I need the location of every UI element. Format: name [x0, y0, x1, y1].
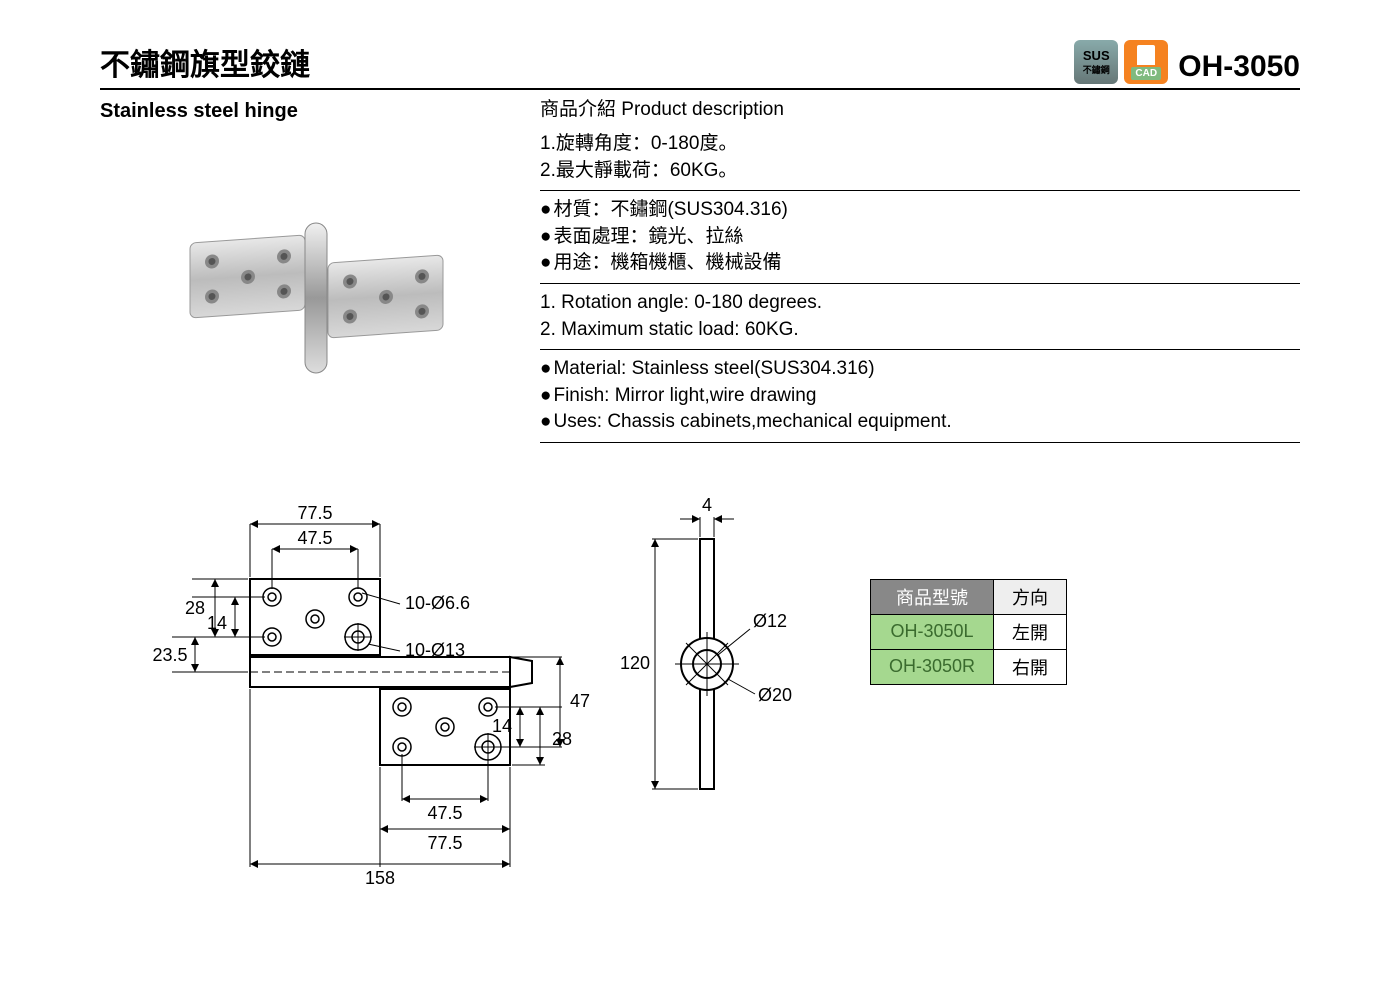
header: 不鏽鋼旗型鉸鏈 SUS 不鏽鋼 CAD OH-3050 — [100, 40, 1300, 90]
en-line-1: 1. Rotation angle: 0-180 degrees. — [540, 290, 1300, 317]
sus-badge-line2: 不鏽鋼 — [1083, 63, 1110, 76]
sus-badge-icon: SUS 不鏽鋼 — [1074, 40, 1118, 84]
document-icon — [1137, 45, 1155, 65]
spec-table: 商品型號 方向 OH-3050L 左開 OH-3050R 右開 — [870, 579, 1067, 685]
en-bullet-3: Uses: Chassis cabinets,mechanical equipm… — [540, 409, 1300, 436]
dim-left-mid: 14 — [207, 613, 227, 633]
dim-height: 120 — [620, 653, 650, 673]
cn-line-1: 1.旋轉角度：0-180度。 — [540, 131, 1300, 158]
en-bullet-1: Material: Stainless steel(SUS304.316) — [540, 356, 1300, 383]
dim-right-total: 47 — [570, 691, 590, 711]
right-column: 商品介紹 Product description 1.旋轉角度：0-180度。 … — [540, 94, 1300, 449]
table-row: OH-3050L 左開 — [871, 614, 1067, 649]
cad-badge-label: CAD — [1131, 67, 1161, 80]
technical-diagrams: 77.5 47.5 28 14 23.5 10-Ø6.6 — [100, 469, 1300, 899]
divider — [540, 442, 1300, 443]
divider — [540, 283, 1300, 284]
left-column: Stainless steel hinge — [100, 94, 540, 449]
table-row: OH-3050R 右開 — [871, 649, 1067, 684]
dim-bottom-inner: 47.5 — [427, 803, 462, 823]
description-title: 商品介紹 Product description — [540, 94, 1300, 121]
product-code: OH-3050 — [1178, 50, 1300, 84]
dim-top-inner: 47.5 — [297, 528, 332, 548]
td-direction: 右開 — [994, 649, 1067, 684]
dim-right-sub: 28 — [552, 729, 572, 749]
divider — [540, 190, 1300, 191]
en-bullet-2: Finish: Mirror light,wire drawing — [540, 383, 1300, 410]
product-photo — [140, 203, 540, 398]
cn-bullet-2: 表面處理：鏡光、拉絲 — [540, 224, 1300, 251]
title-english: Stainless steel hinge — [100, 100, 540, 123]
dim-left-lower: 23.5 — [152, 645, 187, 665]
dim-hole-small: 10-Ø6.6 — [405, 593, 470, 613]
cn-bullet-1: 材質：不鏽鋼(SUS304.316) — [540, 197, 1300, 224]
th-direction: 方向 — [994, 579, 1067, 614]
table-header-row: 商品型號 方向 — [871, 579, 1067, 614]
dim-d-inner: Ø12 — [753, 611, 787, 631]
cn-bullet-3: 用途：機箱機櫃、機械設備 — [540, 250, 1300, 277]
badges: SUS 不鏽鋼 CAD — [1074, 40, 1168, 84]
dim-right-small: 14 — [492, 716, 512, 736]
title-chinese: 不鏽鋼旗型鉸鏈 — [100, 40, 1074, 84]
dim-left-upper: 28 — [185, 598, 205, 618]
divider — [540, 349, 1300, 350]
td-model: OH-3050R — [871, 649, 994, 684]
sus-badge-line1: SUS — [1083, 48, 1110, 63]
td-model: OH-3050L — [871, 614, 994, 649]
front-view-diagram: 77.5 47.5 28 14 23.5 10-Ø6.6 — [100, 469, 600, 899]
td-direction: 左開 — [994, 614, 1067, 649]
dim-d-outer: Ø20 — [758, 685, 792, 705]
th-model: 商品型號 — [871, 579, 994, 614]
side-view-diagram: 4 120 Ø12 Ø20 — [600, 469, 840, 849]
dim-bottom-outer: 77.5 — [427, 833, 462, 853]
dim-top-outer: 77.5 — [297, 503, 332, 523]
en-line-2: 2. Maximum static load: 60KG. — [540, 317, 1300, 344]
dim-bottom-total: 158 — [365, 868, 395, 888]
cad-badge-icon: CAD — [1124, 40, 1168, 84]
cn-line-2: 2.最大靜載荷：60KG。 — [540, 158, 1300, 185]
main-content: Stainless steel hinge — [100, 94, 1300, 449]
dim-thickness: 4 — [702, 495, 712, 515]
dim-hole-large: 10-Ø13 — [405, 640, 465, 660]
